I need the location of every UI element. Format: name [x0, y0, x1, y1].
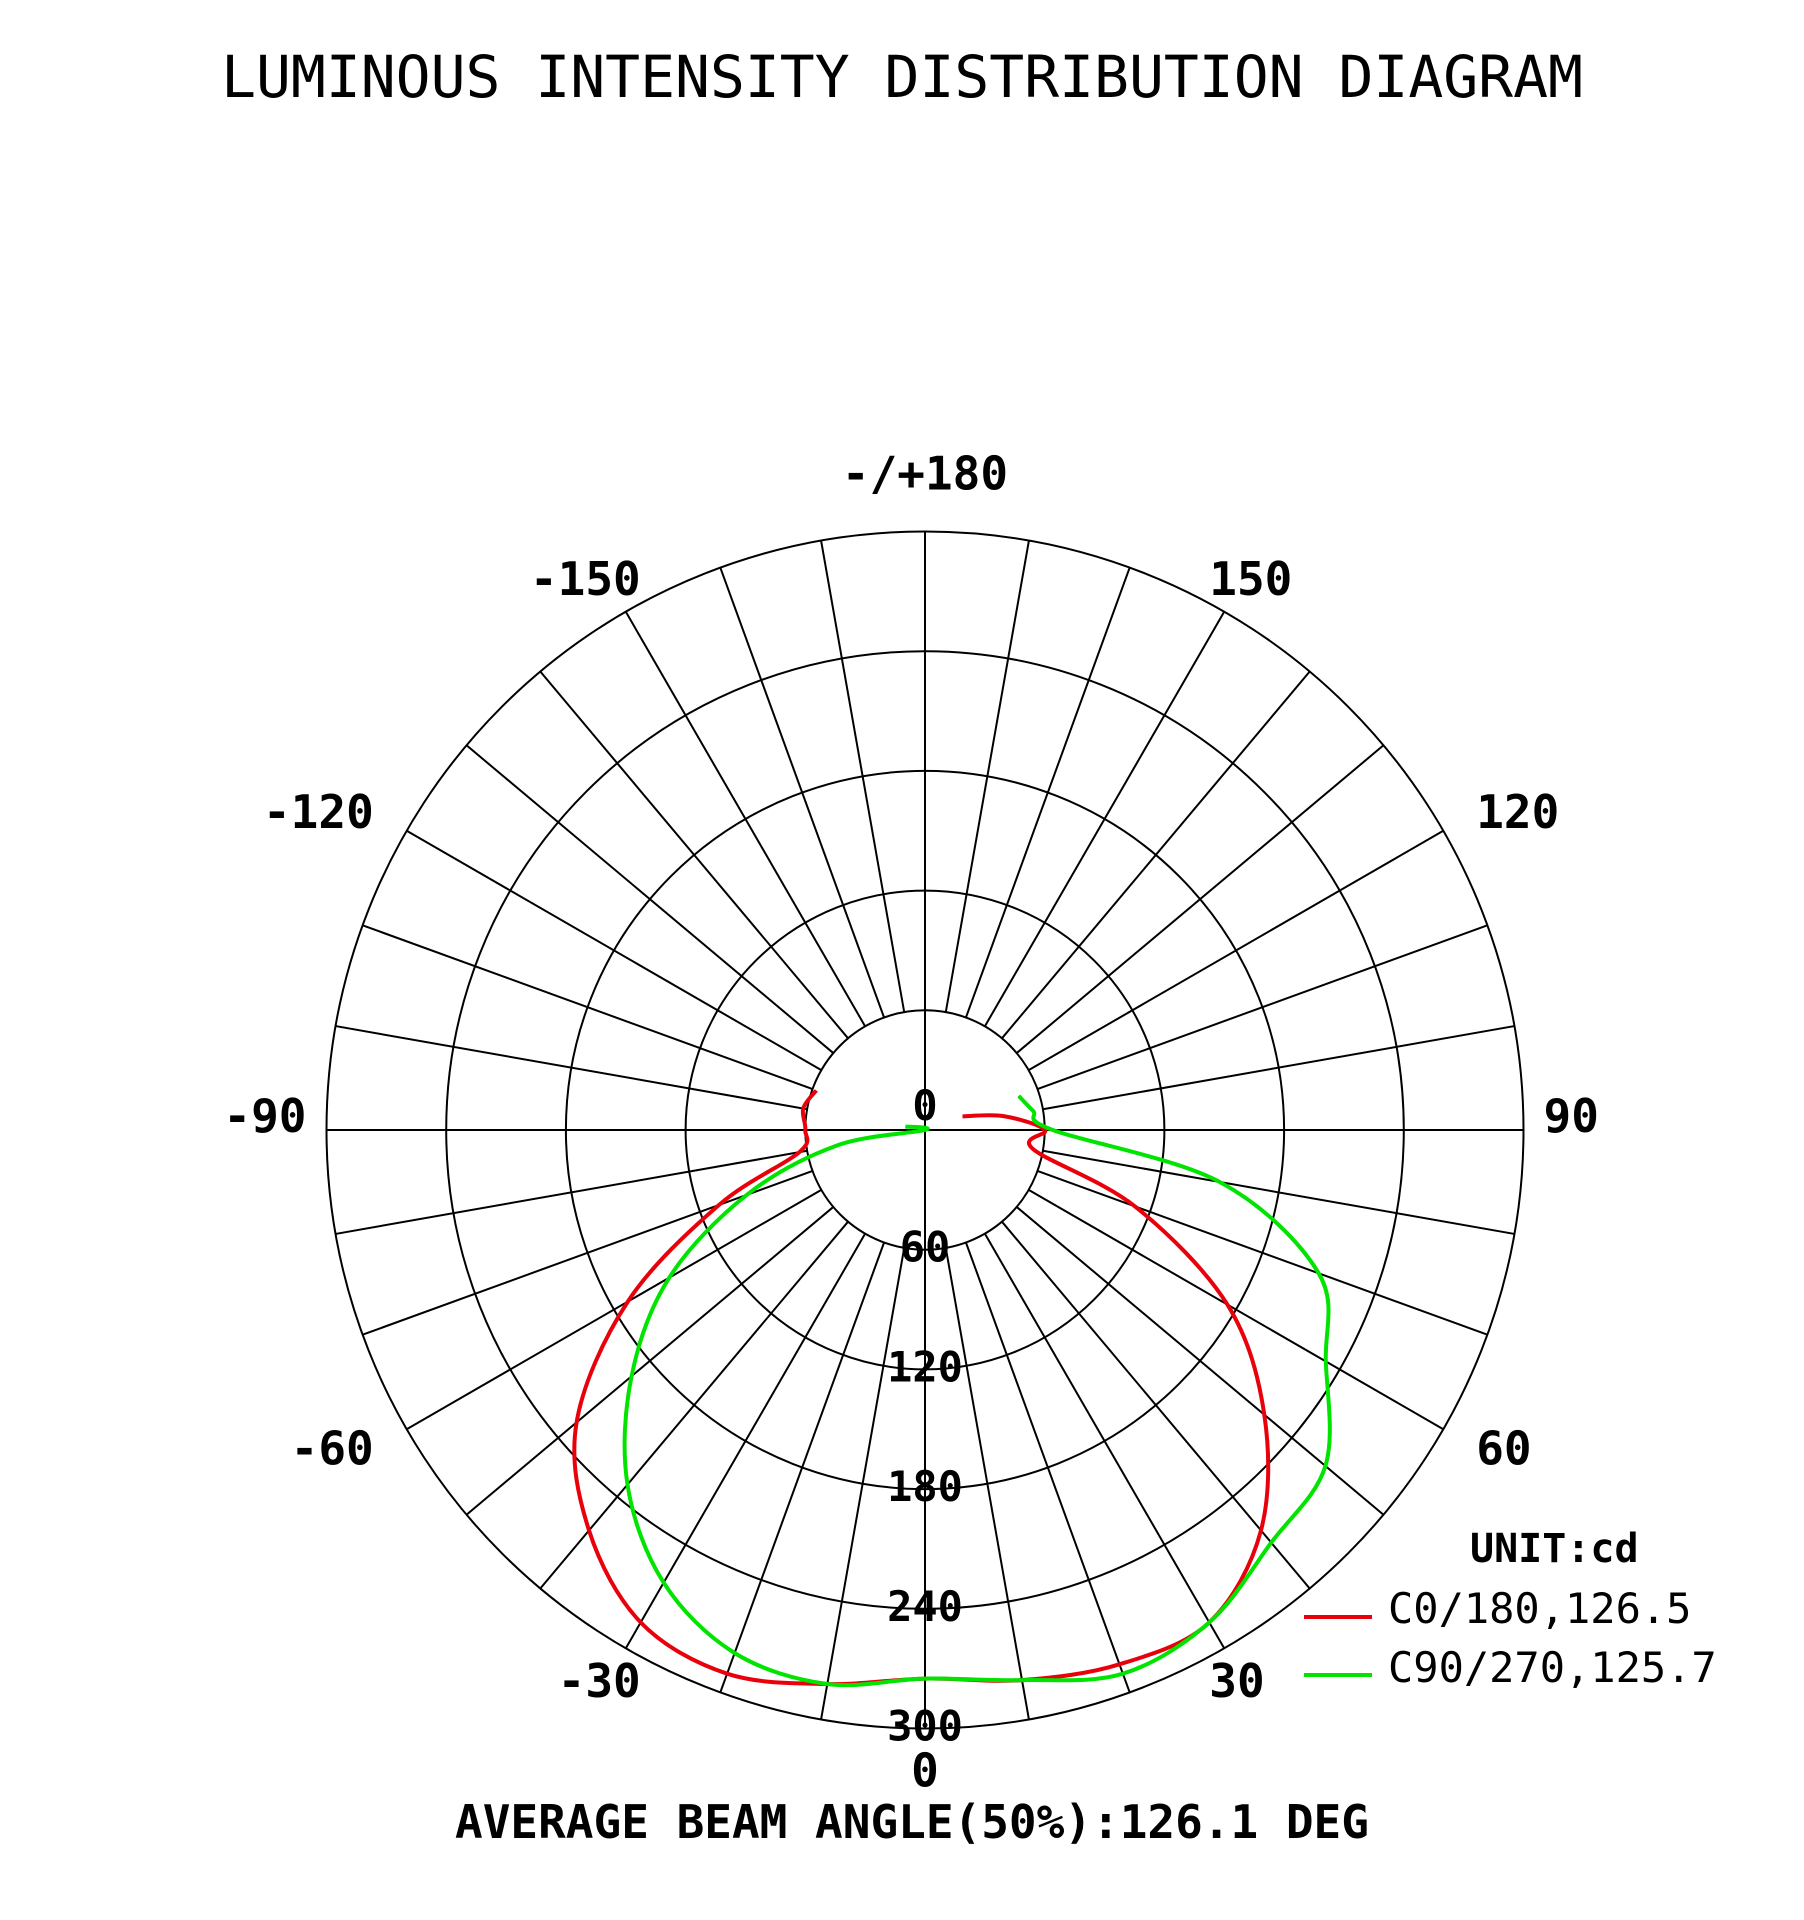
grid-spoke-70 [1037, 1170, 1488, 1336]
legend: UNIT:cd C0/180,126.5 C90/270,125.7 [1304, 1526, 1717, 1692]
grid-spoke--140 [539, 670, 849, 1039]
grid-spoke--20 [719, 1242, 885, 1693]
grid-spoke-80 [1042, 1149, 1515, 1235]
grid-spoke--120 [406, 829, 822, 1072]
grid-spokes [326, 531, 1524, 1729]
unit-label: UNIT:cd [1470, 1526, 1639, 1572]
grid-spoke-20 [965, 1242, 1131, 1693]
series-layer [572, 1089, 1332, 1688]
ring-labels: 0 60 120 180 240 300 [887, 1081, 963, 1751]
angle-label-60: 60 [1476, 1421, 1531, 1475]
grid-spoke-160 [965, 567, 1131, 1018]
grid-spoke-60 [1028, 1188, 1444, 1431]
angle-label-30: 30 [1209, 1654, 1264, 1708]
grid-spoke-120 [1028, 829, 1444, 1072]
angle-label-150: 150 [1209, 552, 1292, 606]
angle-label-neg30: -30 [558, 1654, 641, 1708]
chart-title: LUMINOUS INTENSITY DISTRIBUTION DIAGRAM [221, 43, 1583, 111]
ring-label-120: 120 [887, 1342, 963, 1391]
ring-label-240: 240 [887, 1582, 963, 1631]
grid-spoke--40 [539, 1221, 849, 1590]
grid-spoke-40 [1001, 1221, 1311, 1590]
grid-spoke-170 [944, 540, 1030, 1013]
grid-spoke-150 [983, 611, 1226, 1027]
grid-spoke-110 [1037, 924, 1488, 1090]
grid-spoke--10 [820, 1247, 906, 1720]
grid-spoke--110 [362, 924, 813, 1090]
series-curve-1 [622, 1094, 1332, 1688]
grid-spoke--80 [335, 1149, 808, 1235]
angle-label-neg60: -60 [291, 1421, 374, 1475]
legend-label-c0-180: C0/180,126.5 [1388, 1584, 1691, 1633]
ring-label-0: 0 [912, 1081, 937, 1130]
angle-label-neg90: -90 [223, 1089, 306, 1143]
grid-spoke-100 [1042, 1025, 1515, 1111]
angle-label-90: 90 [1544, 1089, 1599, 1143]
grid-spoke--60 [406, 1188, 822, 1431]
grid-spoke-130 [1016, 744, 1385, 1054]
ring-label-180: 180 [887, 1462, 963, 1511]
angle-label-120: 120 [1476, 785, 1559, 839]
angle-labels: 0 30 -30 60 -60 90 -90 120 -120 150 -150 -/+180 [223, 447, 1598, 1798]
grid-spoke--170 [820, 540, 906, 1013]
grid-spoke--100 [335, 1025, 808, 1111]
grid-spoke-10 [944, 1247, 1030, 1720]
angle-label-180: -/+180 [842, 447, 1008, 501]
grid-spoke-30 [983, 1233, 1226, 1649]
grid-spoke--150 [624, 611, 867, 1027]
ring-label-300: 300 [887, 1702, 963, 1751]
angle-label-neg150: -150 [530, 552, 641, 606]
grid-spoke--130 [465, 744, 834, 1054]
grid-spoke--160 [719, 567, 885, 1018]
beam-angle-footer: AVERAGE BEAM ANGLE(50%):126.1 DEG [455, 1795, 1369, 1849]
grid-spoke--30 [624, 1233, 867, 1649]
angle-label-0: 0 [911, 1744, 939, 1798]
ring-label-60: 60 [900, 1223, 951, 1272]
grid-spoke--70 [362, 1170, 813, 1336]
grid-spoke--50 [465, 1206, 834, 1516]
grid-spoke-50 [1016, 1206, 1385, 1516]
grid-spoke-140 [1001, 670, 1311, 1039]
legend-label-c90-270: C90/270,125.7 [1388, 1643, 1717, 1692]
angle-label-neg120: -120 [263, 785, 374, 839]
